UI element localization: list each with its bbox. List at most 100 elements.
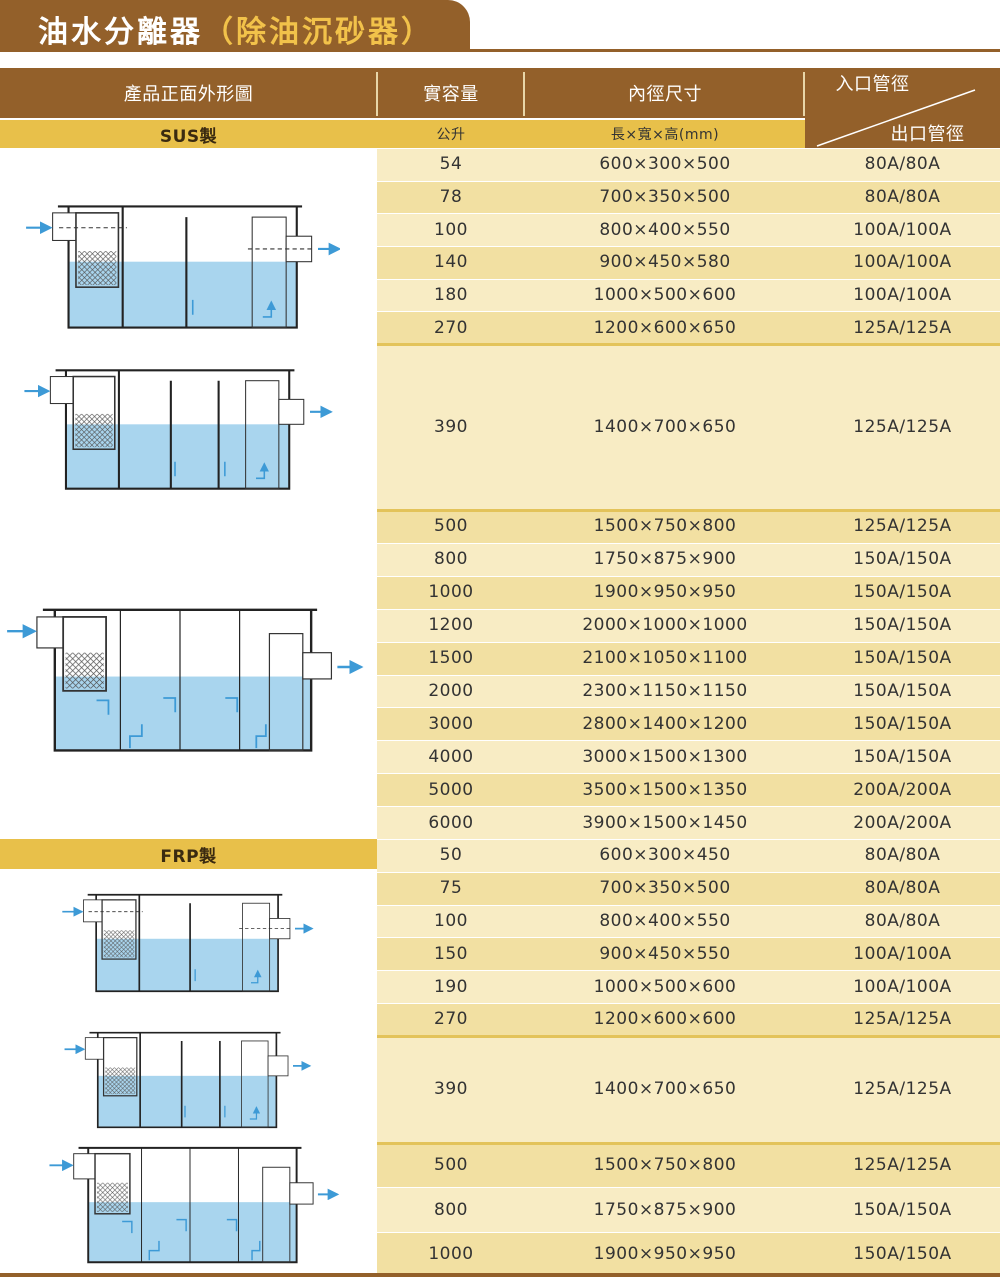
cell: 150 (434, 943, 468, 964)
diagram (26, 206, 339, 327)
cell: 2100×1050×1100 (582, 648, 748, 669)
group-rule (377, 1034, 1000, 1038)
section-label: SUS製 (159, 126, 218, 147)
cell: 125A/125A (853, 1079, 952, 1100)
row-bg (377, 707, 1000, 741)
cell: 54 (439, 154, 463, 175)
row-bg (377, 344, 1000, 511)
row-bg (377, 839, 1000, 872)
cell: 100A/100A (853, 943, 952, 964)
section-label: FRP製 (160, 846, 217, 867)
cell: 800×400×550 (599, 910, 731, 931)
cell: 100A/100A (853, 252, 952, 273)
row-bg (377, 674, 1000, 708)
cell: 1200×600×650 (593, 317, 737, 338)
cell: 125A/125A (853, 516, 952, 537)
diagram (65, 1033, 310, 1128)
cell: 150A/150A (853, 746, 952, 767)
unit: 長×寬×高(mm) (610, 127, 720, 143)
cell: 200A/200A (853, 779, 952, 800)
row-bg (377, 937, 1000, 971)
row-bg (377, 180, 1000, 214)
col-header: 產品正面外形圖 (123, 84, 254, 105)
cell: 1400×700×650 (593, 417, 737, 438)
section-band (0, 839, 377, 869)
header-merged (805, 68, 1000, 148)
cell: 1000 (428, 582, 474, 603)
row-bg (377, 148, 1000, 181)
cell: 600×300×500 (599, 154, 731, 175)
cell: 150A/150A (853, 713, 952, 734)
cell: 800 (434, 549, 468, 570)
cell: 2000 (428, 680, 474, 701)
cell: 390 (434, 417, 468, 438)
col-header: 實容量 (423, 84, 479, 105)
header-row (0, 68, 805, 118)
cell: 5000 (428, 779, 474, 800)
row-bg (377, 1187, 1000, 1233)
cell: 1900×950×950 (593, 582, 737, 603)
cell: 1500×750×800 (593, 516, 737, 537)
cell: 140 (434, 252, 468, 273)
row-bg (377, 641, 1000, 675)
cell: 100A/100A (853, 285, 952, 305)
row-bg (377, 213, 1000, 246)
cell: 125A/125A (853, 1155, 952, 1176)
group-rule (377, 509, 1000, 513)
cell: 3500×1500×1350 (582, 779, 748, 800)
cell: 125A/125A (853, 1009, 952, 1030)
cell: 1000×500×600 (593, 976, 737, 997)
cell: 3000 (428, 713, 474, 734)
cell: 1500×750×800 (593, 1155, 737, 1176)
cell: 2800×1400×1200 (582, 713, 748, 734)
title-main: 油水分離器 (38, 15, 203, 50)
cell: 1750×875×900 (593, 1199, 737, 1220)
cell: 1750×875×900 (593, 549, 737, 570)
cell: 600×300×450 (599, 845, 731, 866)
cell: 100A/100A (853, 219, 952, 240)
cell: 270 (434, 317, 468, 338)
cell: 3900×1500×1450 (582, 812, 748, 833)
cell: 500 (434, 516, 468, 537)
title: 油水分離器（除油沉砂器） (38, 7, 434, 51)
group-rule (377, 343, 1000, 347)
diagrams (0, 0, 377, 1277)
cell: 50 (439, 845, 463, 866)
cell: 190 (434, 976, 468, 997)
row-bg (377, 575, 1000, 609)
cell: 125A/125A (853, 417, 952, 438)
bottom-rule (0, 1273, 1000, 1277)
cell: 200A/200A (853, 812, 952, 833)
row-bg (377, 1232, 1000, 1277)
cell: 2300×1150×1150 (582, 680, 748, 701)
diagram (62, 895, 312, 991)
header-sep (523, 72, 525, 116)
col-header: 出口管徑 (890, 124, 965, 145)
diagonal (816, 89, 976, 147)
cell: 150A/150A (853, 680, 952, 701)
header-sep (803, 72, 805, 116)
cell: 900×450×550 (599, 943, 731, 964)
cell: 80A/80A (864, 910, 941, 931)
cell: 1500 (428, 648, 474, 669)
title-sub: （除油沉砂器） (203, 15, 434, 50)
title-tab (0, 0, 470, 50)
diagram (7, 610, 361, 751)
diagram (24, 370, 330, 488)
cell: 1200 (428, 615, 474, 636)
cell: 150A/150A (853, 615, 952, 636)
cell: 80A/80A (864, 186, 941, 207)
row-bg (377, 1035, 1000, 1143)
row-bg (377, 278, 1000, 312)
cell: 1000 (428, 1244, 474, 1265)
cell: 2000×1000×1000 (582, 615, 748, 636)
cell: 1000×500×600 (593, 285, 737, 305)
cell: 100 (434, 219, 468, 240)
cell: 6000 (428, 812, 474, 833)
group-rule (377, 1141, 1000, 1145)
cell: 1200×600×600 (593, 1009, 737, 1030)
cell: 700×350×500 (599, 186, 731, 207)
cell: 80A/80A (864, 845, 941, 866)
cell: 150A/150A (853, 549, 952, 570)
